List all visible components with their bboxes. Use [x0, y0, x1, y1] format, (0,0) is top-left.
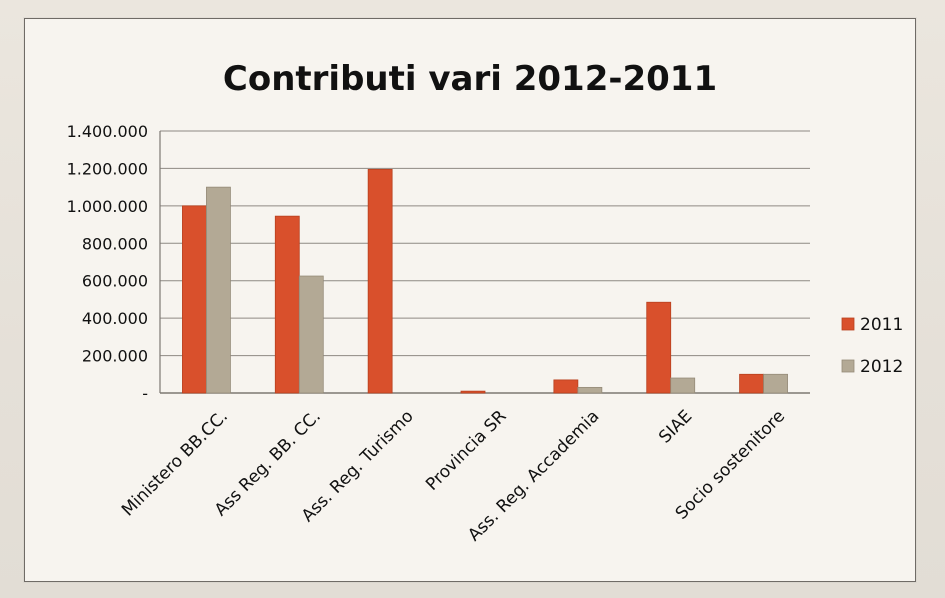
x-category-label: Provincia SR	[422, 406, 511, 495]
chart-frame: Contributi vari 2012-2011	[24, 18, 916, 582]
gridlines	[160, 130, 810, 394]
bar-2012-6	[763, 373, 788, 394]
legend: 2011 2012	[841, 315, 903, 377]
bar-2011-2	[367, 168, 393, 394]
bars	[182, 168, 788, 394]
y-axis: - 200.000 400.000 600.000 800.000 1.000.000 1.…	[67, 122, 161, 403]
x-category-label: SIAE	[655, 406, 696, 447]
legend-label: 2012	[860, 357, 903, 377]
bar-2012-1	[298, 275, 324, 394]
legend-label: 2011	[860, 315, 903, 335]
bar-2011-1	[274, 215, 300, 394]
y-tick-label: -	[142, 384, 148, 403]
legend-swatch-2012	[841, 359, 855, 373]
y-tick-label: 1.000.000	[67, 197, 148, 216]
bar-2011-6	[739, 373, 764, 394]
bar-2012-4	[577, 386, 603, 394]
bar-2011-5	[646, 301, 672, 394]
legend-swatch-2011	[841, 317, 855, 331]
y-tick-label: 200.000	[82, 347, 148, 366]
x-axis: Ministero BB.CC.Ass Reg. BB. CC.Ass. Reg…	[118, 406, 789, 545]
y-tick-label: 600.000	[82, 272, 148, 291]
y-tick-label: 800.000	[82, 234, 148, 253]
chart-title: Contributi vari 2012-2011	[222, 59, 718, 99]
y-tick-label: 400.000	[82, 309, 148, 328]
y-tick-label: 1.400.000	[67, 122, 148, 141]
bar-2011-4	[553, 379, 579, 394]
bar-2011-3	[460, 390, 486, 394]
bar-2012-0	[206, 186, 231, 394]
bar-2011-0	[182, 205, 207, 394]
y-tick-label: 1.200.000	[67, 159, 148, 178]
bar-2012-5	[670, 377, 696, 394]
